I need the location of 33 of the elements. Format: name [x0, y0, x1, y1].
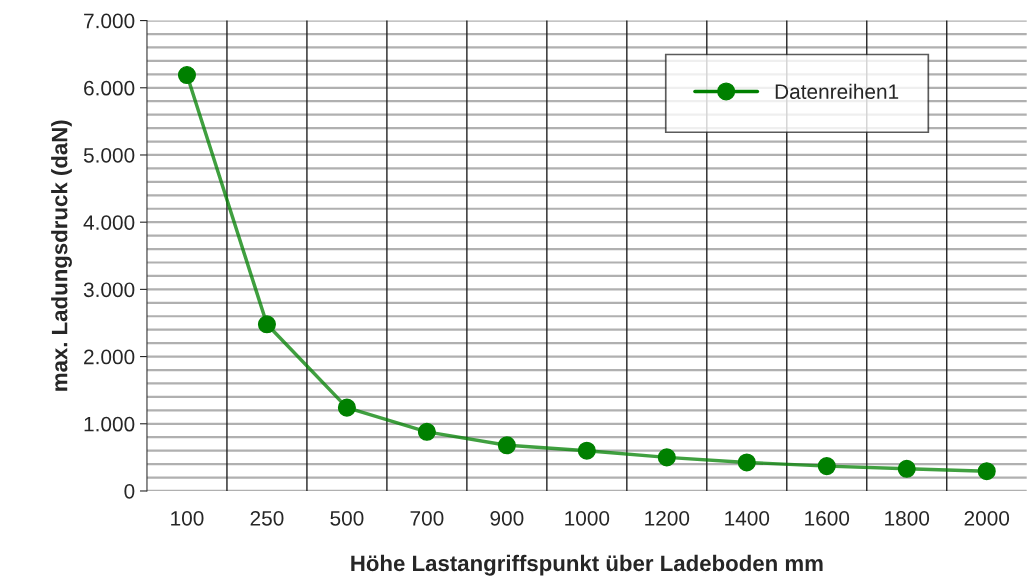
legend-label: Datenreihen1	[775, 83, 899, 99]
y-tick-label: 3.000	[83, 282, 135, 298]
y-tick-label: 2.000	[84, 349, 135, 365]
point	[577, 441, 596, 460]
point	[497, 436, 516, 455]
point	[817, 457, 836, 476]
x-tick-label: 2000	[964, 510, 1010, 526]
x-tick-label: 900	[490, 510, 524, 526]
point	[177, 65, 196, 85]
point	[897, 459, 916, 478]
y-tick-label: 6.000	[84, 80, 135, 96]
point	[417, 422, 436, 441]
point	[977, 462, 996, 481]
y-tick-label: 4.000	[83, 215, 135, 230]
x-tick-label: 1200	[645, 510, 690, 526]
y-axis-title: max. Ladungsdruck (daN)	[51, 120, 72, 391]
y-tick-label: 1.000	[84, 416, 135, 432]
x-axis-title: Höhe Lastangriffspunkt über Ladeboden mm	[351, 554, 823, 576]
x-tick-label: 1600	[805, 510, 850, 526]
y-tick-label: 5.000	[83, 147, 135, 163]
y-tick-label: 7.000	[84, 13, 135, 29]
x-tick-label: 500	[330, 510, 364, 526]
x-tick-label: 250	[250, 510, 284, 526]
point	[337, 398, 356, 417]
y-tick-label: 0	[124, 483, 135, 499]
x-tick-label: 1800	[885, 510, 930, 526]
x-tick-label: 1400	[725, 510, 770, 526]
point	[657, 448, 676, 467]
x-tick-label: 100	[171, 510, 204, 526]
x-tick-label: 700	[410, 510, 444, 526]
x-tick-label: 1000	[565, 510, 610, 526]
point	[737, 453, 756, 472]
point	[257, 315, 276, 334]
